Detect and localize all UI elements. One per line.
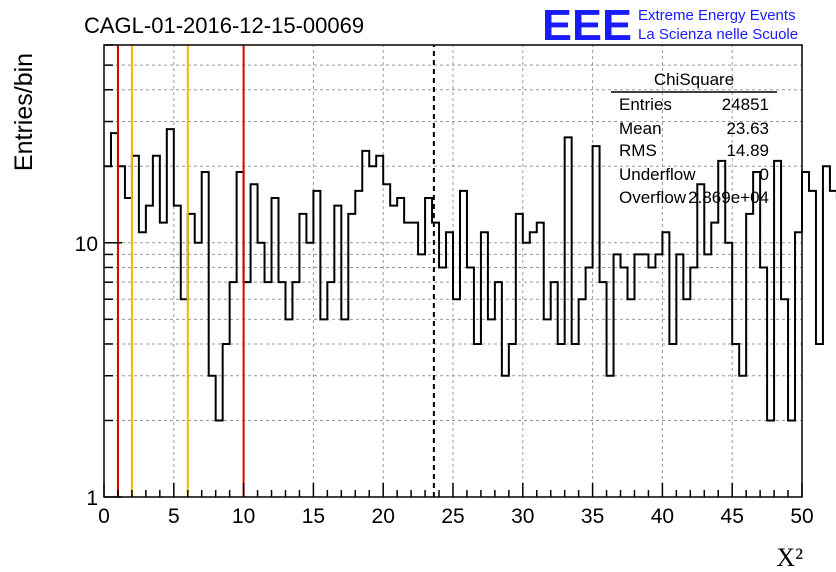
y-axis-label: Entries/bin [10, 53, 38, 171]
stats-label-overflow: Overflow [619, 188, 687, 207]
histogram [104, 128, 836, 422]
x-tick-label: 25 [441, 505, 464, 528]
x-axis-label: X² [776, 543, 803, 572]
eee-logo: EEE Extreme Energy Events La Scienza nel… [542, 1, 798, 50]
stats-label-rms: RMS [619, 141, 657, 160]
x-tick-label: 10 [232, 505, 255, 528]
logo-line1: Extreme Energy Events [638, 7, 796, 24]
stats-label-entries: Entries [619, 95, 672, 114]
x-tick-label: 30 [511, 505, 534, 528]
x-tick-label: 0 [98, 505, 110, 528]
histogram-outline [104, 128, 836, 422]
y-tick-label: 1 [86, 487, 98, 510]
axes: 0 5 10 15 20 25 30 35 40 45 50 1 10 [75, 44, 814, 528]
y-tick-label: 10 [75, 233, 98, 256]
x-tick-label: 5 [168, 505, 180, 528]
x-tick-label: 15 [302, 505, 325, 528]
logo-line2: La Scienza nelle Scuole [638, 26, 798, 43]
stats-value-rms: 14.89 [726, 141, 769, 160]
logo-mark: EEE [542, 1, 632, 50]
stats-name: ChiSquare [654, 70, 734, 89]
stats-box: ChiSquare Entries 24851 Mean 23.63 RMS 1… [611, 70, 777, 207]
x-tick-label: 45 [721, 505, 744, 528]
stats-label-underflow: Underflow [619, 165, 696, 184]
x-tick-label: 40 [651, 505, 674, 528]
stats-label-mean: Mean [619, 119, 662, 138]
stats-value-mean: 23.63 [726, 119, 769, 138]
stats-value-entries: 24851 [722, 95, 769, 114]
marker-lines [116, 45, 435, 497]
stats-value-underflow: 0 [760, 165, 769, 184]
x-tick-label: 20 [372, 505, 395, 528]
stats-value-overflow: 2.869e+04 [688, 188, 769, 207]
x-tick-label: 35 [581, 505, 604, 528]
x-tick-label: 50 [790, 505, 813, 528]
chart-title: CAGL-01-2016-12-15-00069 [84, 13, 364, 38]
